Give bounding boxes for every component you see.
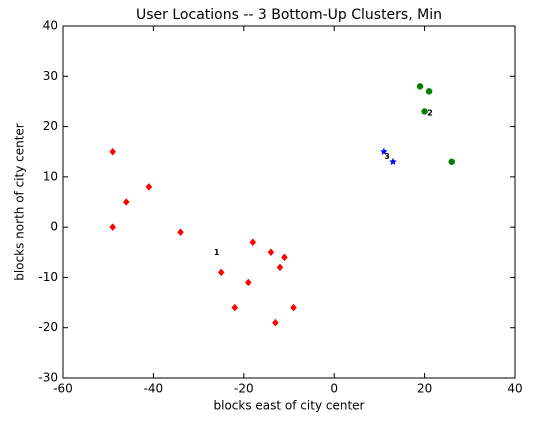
point bbox=[276, 263, 284, 272]
y-tick-label: 40 bbox=[43, 19, 58, 33]
y-tick-label: 30 bbox=[43, 69, 58, 83]
y-tick-label: -20 bbox=[38, 320, 58, 334]
point bbox=[244, 278, 252, 287]
x-tick-label: 40 bbox=[507, 382, 522, 396]
x-tick-label: 20 bbox=[417, 382, 432, 396]
y-tick-label: -10 bbox=[38, 270, 58, 284]
point bbox=[177, 228, 184, 237]
point bbox=[421, 108, 428, 115]
point bbox=[267, 248, 275, 257]
point bbox=[416, 83, 424, 90]
cluster-label: 2 bbox=[427, 108, 433, 117]
y-axis-label: blocks north of city center bbox=[13, 123, 27, 281]
cluster-label: 1 bbox=[214, 248, 220, 257]
point bbox=[109, 223, 117, 232]
plot-frame bbox=[62, 25, 516, 379]
x-tick-label: -60 bbox=[53, 382, 73, 396]
point bbox=[145, 183, 153, 191]
point bbox=[272, 318, 279, 327]
y-tick-label: 20 bbox=[43, 119, 58, 133]
point bbox=[425, 88, 433, 95]
cluster-label: 3 bbox=[384, 152, 390, 161]
x-tick-label: -20 bbox=[234, 382, 254, 396]
x-tick-label: 0 bbox=[330, 382, 338, 396]
point bbox=[217, 268, 225, 277]
y-tick-label: 0 bbox=[50, 220, 58, 234]
x-axis-label: blocks east of city center bbox=[214, 399, 365, 413]
point bbox=[379, 147, 388, 156]
point bbox=[448, 158, 455, 166]
point bbox=[231, 303, 239, 312]
point bbox=[109, 147, 117, 156]
y-tick-label: 10 bbox=[43, 169, 58, 183]
x-tick-label: -40 bbox=[144, 382, 164, 396]
point bbox=[122, 198, 130, 206]
chart-title: User Locations -- 3 Bottom-Up Clusters, … bbox=[136, 7, 442, 23]
point bbox=[249, 238, 257, 247]
point bbox=[290, 303, 297, 312]
point bbox=[388, 157, 397, 166]
point bbox=[281, 253, 288, 262]
y-tick-label: -30 bbox=[38, 371, 58, 385]
